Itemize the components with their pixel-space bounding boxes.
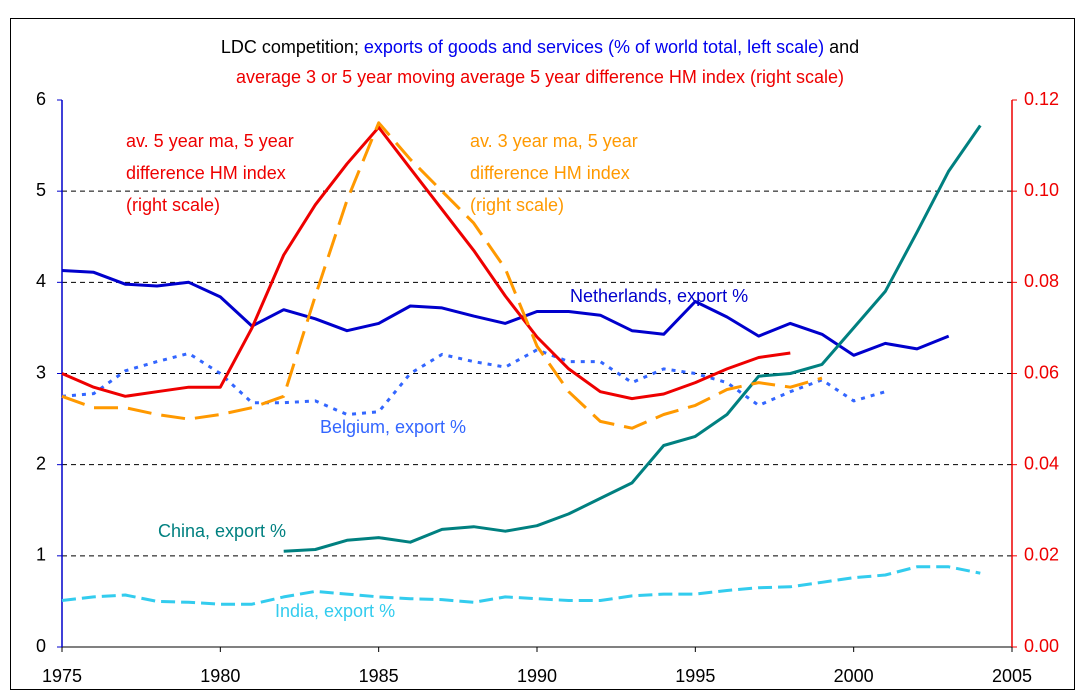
series-label: av. 3 year ma, 5 year [470, 131, 638, 151]
x-tick-label: 1985 [359, 666, 399, 686]
y2-tick-label: 0.08 [1024, 271, 1059, 291]
series-label: Netherlands, export % [570, 286, 748, 306]
series-label: (right scale) [126, 195, 220, 215]
series-line [61, 348, 886, 416]
y-tick-label: 4 [36, 271, 46, 291]
y2-tick-label: 0.10 [1024, 180, 1059, 200]
series-line [61, 125, 791, 401]
series-line [61, 565, 981, 606]
series-label: difference HM index [470, 163, 630, 183]
x-tick-label: 1995 [675, 666, 715, 686]
series-label: av. 5 year ma, 5 year [126, 131, 294, 151]
title-part: exports of goods and services (% of worl… [364, 37, 824, 57]
x-tick-label: 2005 [992, 666, 1032, 686]
x-tick-label: 2000 [834, 666, 874, 686]
x-tick-label: 1990 [517, 666, 557, 686]
series-label: Belgium, export % [320, 417, 466, 437]
y-tick-label: 0 [36, 636, 46, 656]
series-label: China, export % [158, 521, 286, 541]
series-label: (right scale) [470, 195, 564, 215]
series-line [61, 269, 950, 357]
chart-title: LDC competition; exports of goods and ser… [221, 37, 859, 57]
x-tick-label: 1975 [42, 666, 82, 686]
chart-title: average 3 or 5 year moving average 5 yea… [236, 67, 844, 87]
title-part: average 3 or 5 year moving average 5 yea… [236, 67, 844, 87]
y-tick-label: 5 [36, 180, 46, 200]
title-part: and [829, 37, 859, 57]
y2-tick-label: 0.00 [1024, 636, 1059, 656]
series-line [283, 124, 982, 553]
y-tick-label: 2 [36, 453, 46, 473]
y2-tick-label: 0.02 [1024, 545, 1059, 565]
y2-tick-label: 0.06 [1024, 362, 1059, 382]
x-tick-label: 1980 [200, 666, 240, 686]
series-label: difference HM index [126, 163, 286, 183]
y-tick-label: 3 [36, 362, 46, 382]
y2-tick-label: 0.04 [1024, 453, 1059, 473]
y-tick-label: 1 [36, 545, 46, 565]
series-label: India, export % [275, 601, 395, 621]
title-part: LDC competition; [221, 37, 359, 57]
y2-tick-label: 0.12 [1024, 89, 1059, 109]
y-tick-label: 6 [36, 89, 46, 109]
series-line [61, 121, 823, 430]
